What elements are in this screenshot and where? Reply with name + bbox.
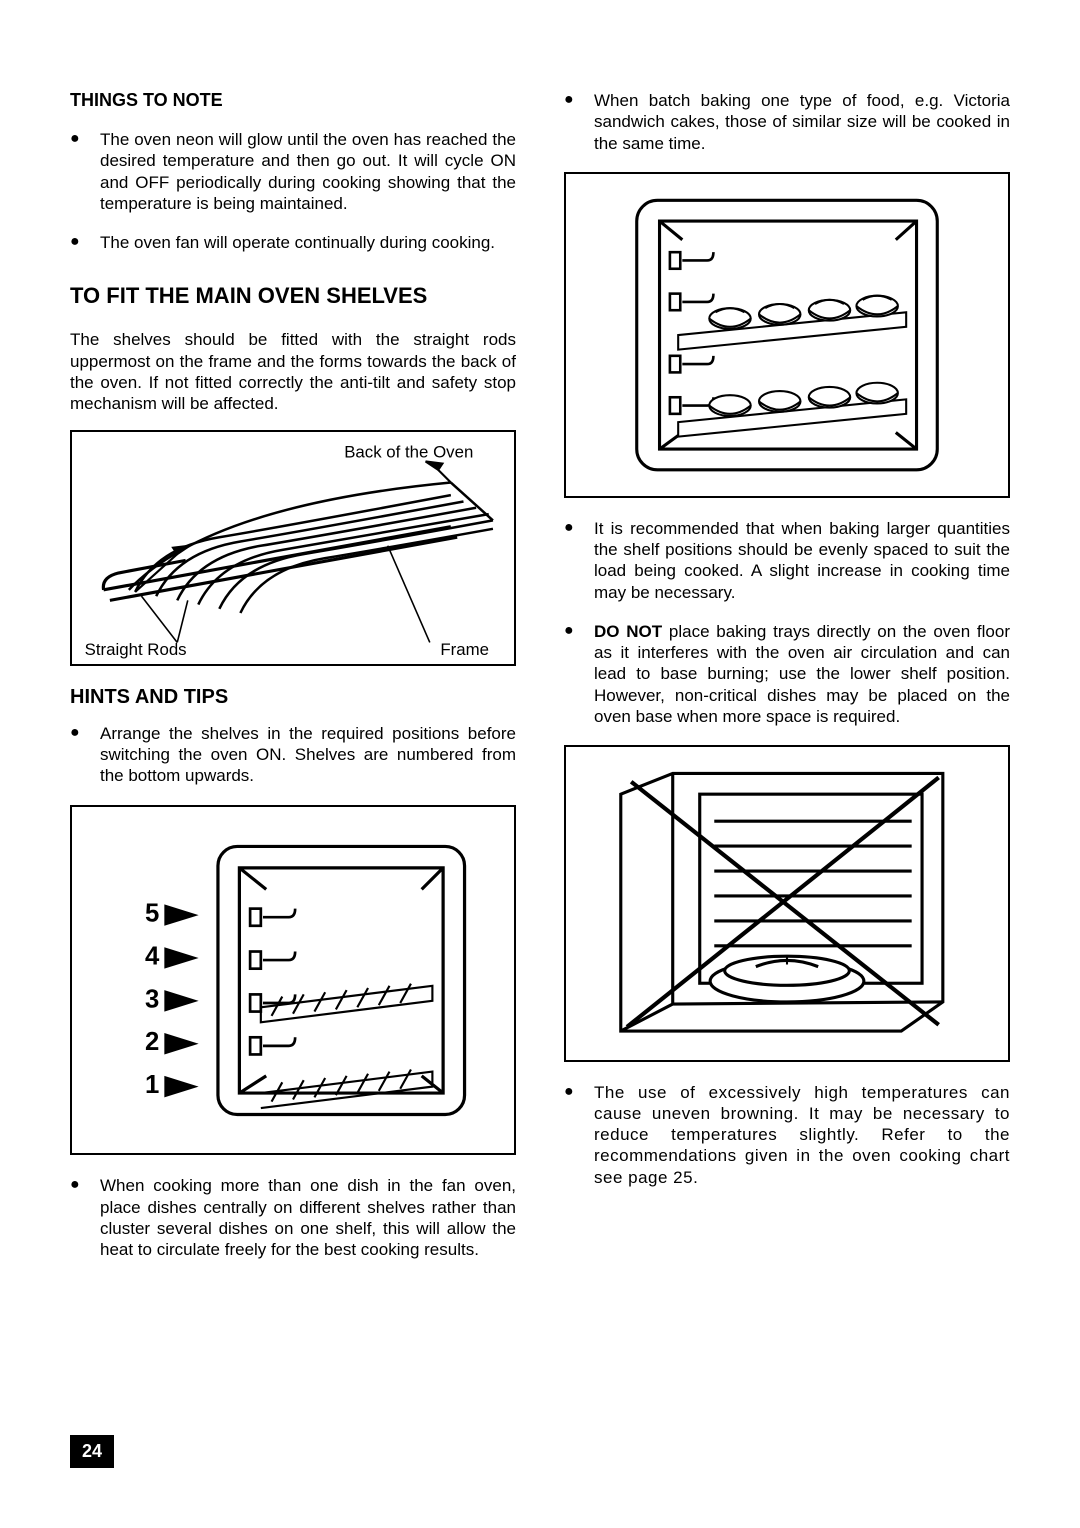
rods-label: Straight Rods (85, 640, 187, 659)
right-list-3: The use of excessively high temperatures… (564, 1082, 1010, 1188)
temps-item: The use of excessively high temperatures… (564, 1082, 1010, 1188)
svg-text:2: 2 (145, 1028, 159, 1056)
right-list-2: It is recommended that when baking large… (564, 518, 1010, 727)
things-heading: THINGS TO NOTE (70, 90, 516, 111)
hints-item: When cooking more than one dish in the f… (70, 1175, 516, 1260)
page-number: 24 (70, 1435, 114, 1468)
things-list: The oven neon will glow until the oven h… (70, 129, 516, 253)
rec-item: It is recommended that when baking large… (564, 518, 1010, 603)
fit-paragraph: The shelves should be fitted with the st… (70, 329, 516, 414)
svg-text:4: 4 (145, 942, 160, 970)
fit-heading: TO FIT THE MAIN OVEN SHELVES (70, 283, 516, 309)
batch-baking-diagram (564, 172, 1010, 498)
left-column: THINGS TO NOTE The oven neon will glow u… (70, 90, 516, 1400)
svg-text:1: 1 (145, 1071, 159, 1099)
things-item: The oven neon will glow until the oven h… (70, 129, 516, 214)
hints-heading: HINTS AND TIPS (70, 686, 516, 709)
hints-item: Arrange the shelves in the required posi… (70, 723, 516, 787)
things-item: The oven fan will operate continually du… (70, 232, 516, 253)
svg-text:3: 3 (145, 985, 159, 1013)
shelf-positions-diagram: 5 4 3 2 1 (70, 805, 516, 1156)
donot-item: DO NOT place baking trays directly on th… (564, 621, 1010, 727)
do-not-diagram (564, 745, 1010, 1062)
svg-text:5: 5 (145, 899, 159, 927)
hints-list-2: When cooking more than one dish in the f… (70, 1175, 516, 1260)
batch-item: When batch baking one type of food, e.g.… (564, 90, 1010, 154)
shelf-diagram: Back of the Oven (70, 430, 516, 666)
hints-list-1: Arrange the shelves in the required posi… (70, 723, 516, 787)
right-column: When batch baking one type of food, e.g.… (564, 90, 1010, 1400)
back-label: Back of the Oven (344, 443, 473, 462)
donot-label: DO NOT (594, 622, 662, 641)
right-list-1: When batch baking one type of food, e.g.… (564, 90, 1010, 154)
frame-label: Frame (440, 640, 489, 659)
